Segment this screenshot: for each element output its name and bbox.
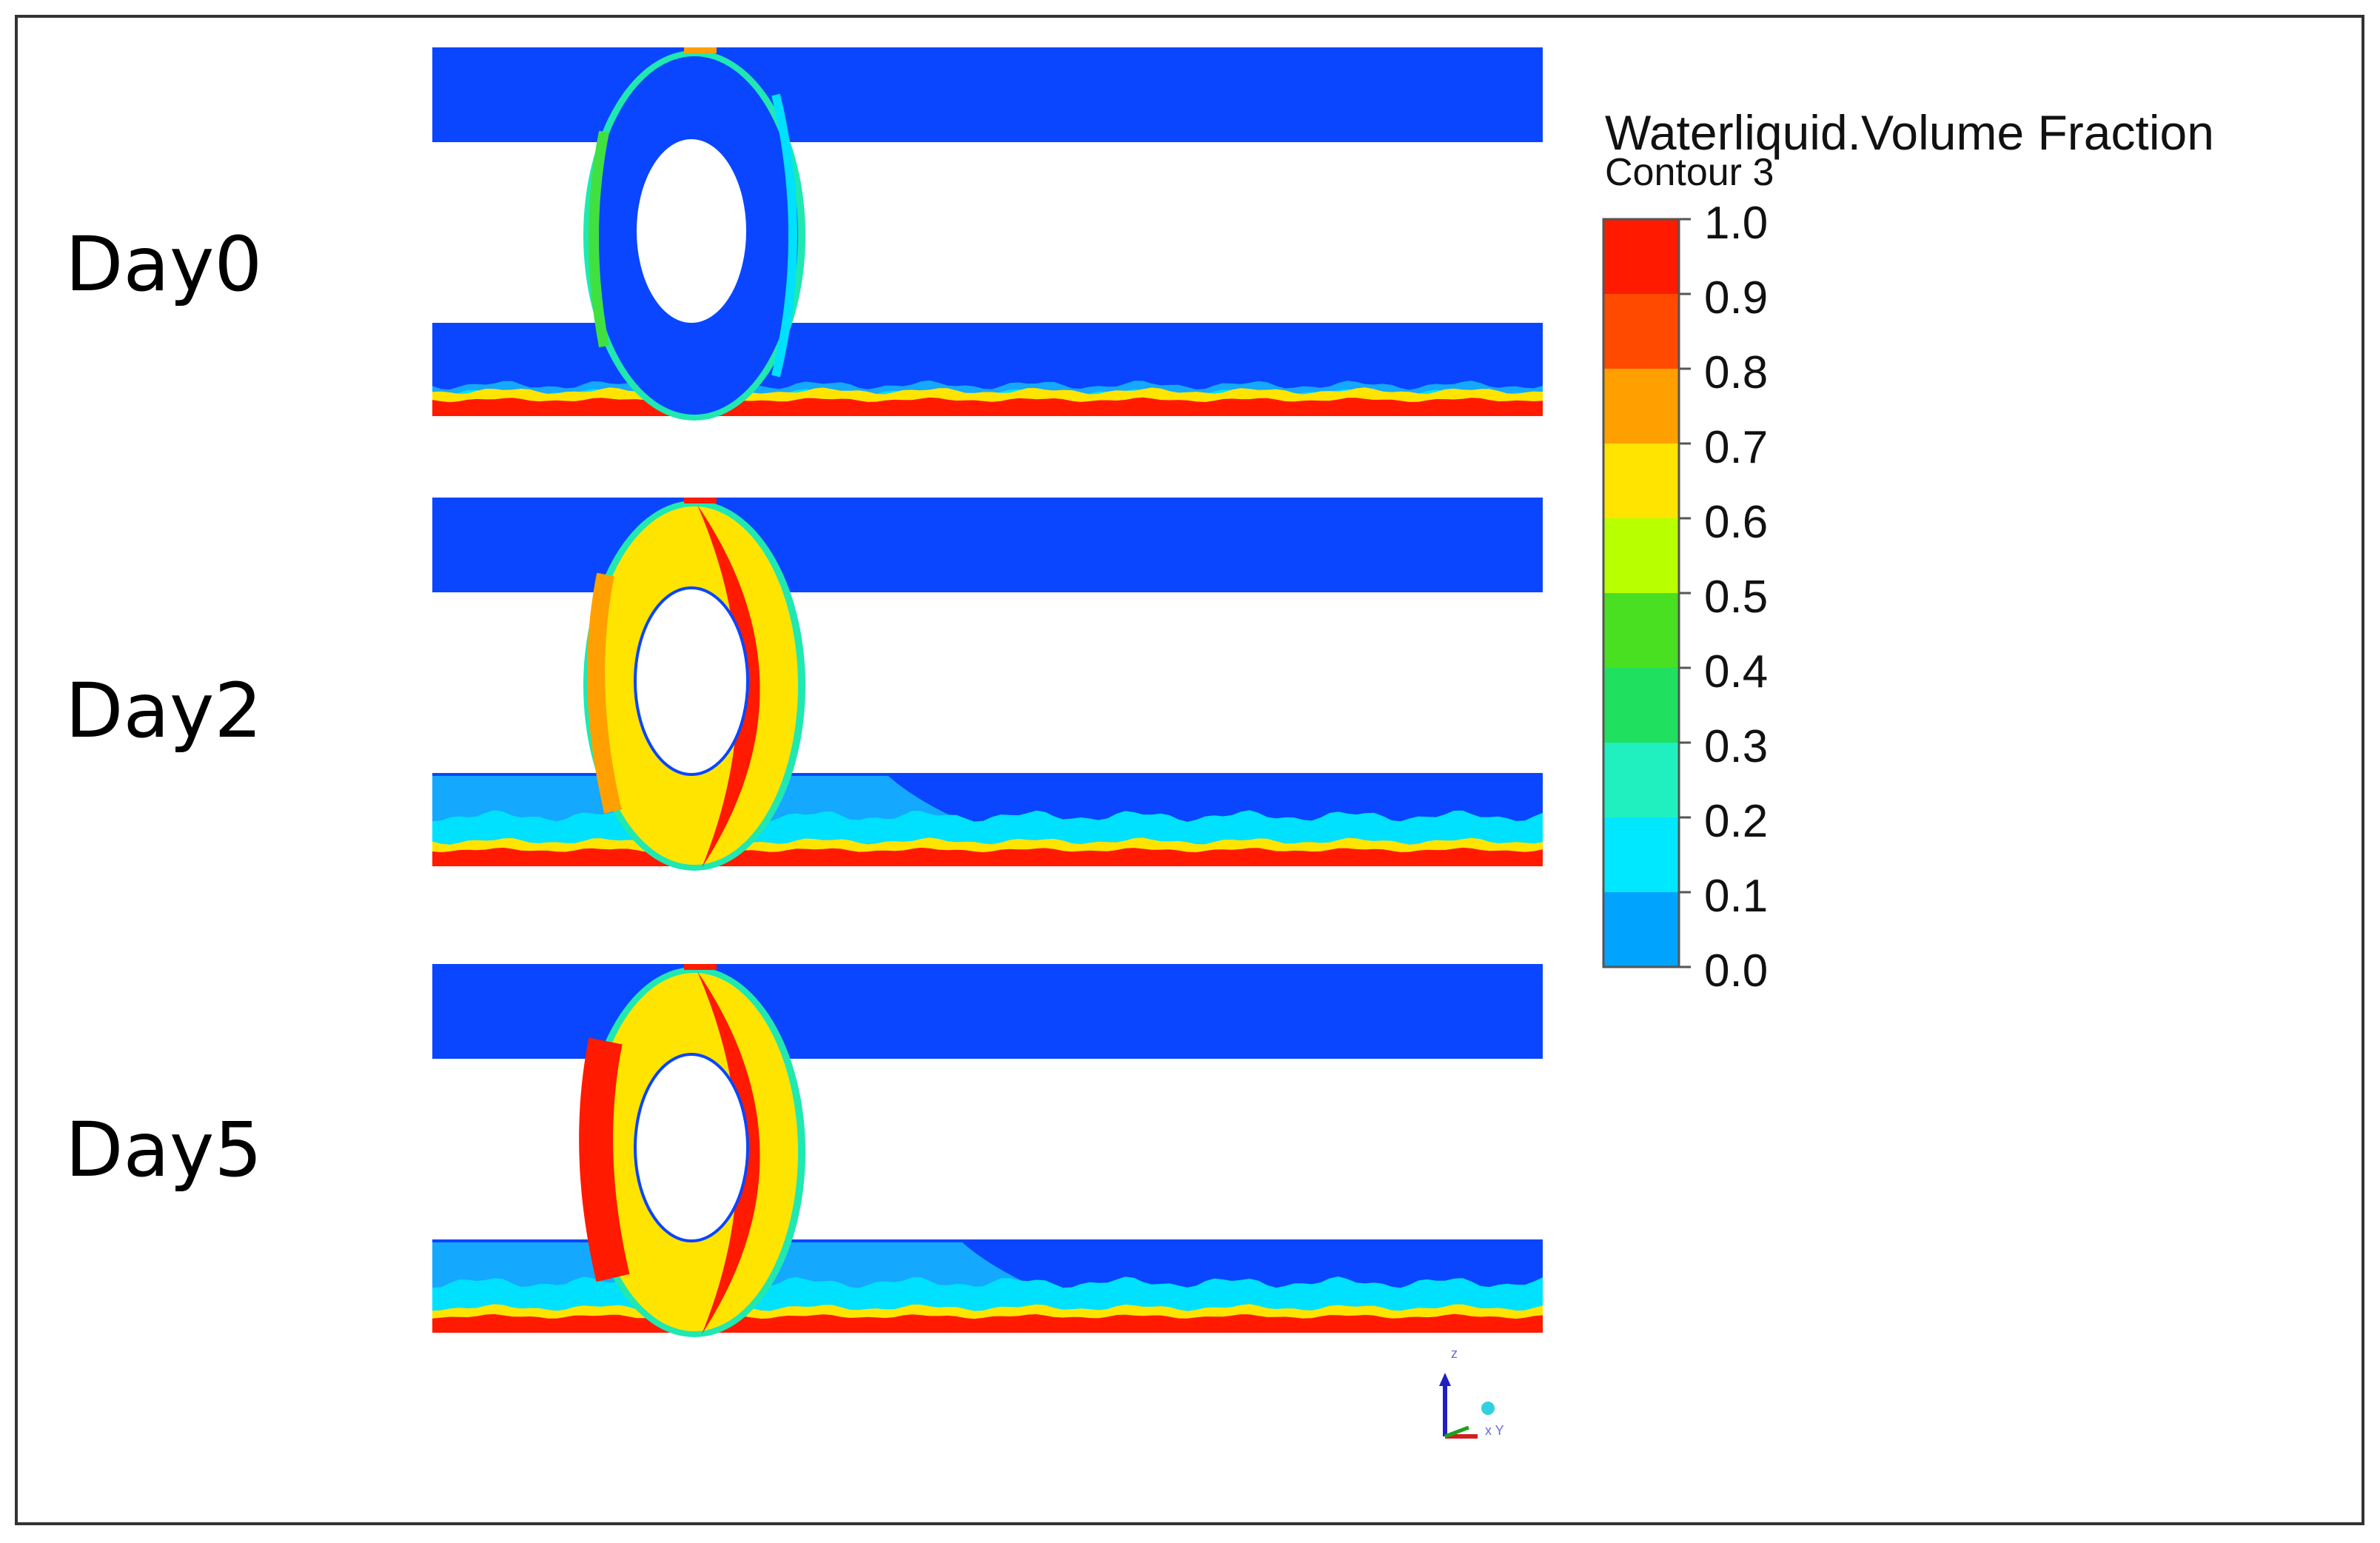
panel-label-day0: Day0 <box>65 221 262 309</box>
legend-color-swatch <box>1603 593 1679 669</box>
legend-tick: 0.2 <box>1704 796 1768 847</box>
legend-color-swatch <box>1603 518 1679 594</box>
contour-panel-day5 <box>432 964 1543 1337</box>
legend-title: Waterliquid.Volume Fraction <box>1605 105 2214 160</box>
triad-z-label: z <box>1451 1346 1458 1361</box>
loop-inner-opening <box>634 586 749 776</box>
panels <box>432 47 1543 1337</box>
legend-color-swatch <box>1603 294 1679 369</box>
legend-color-swatch <box>1603 219 1679 295</box>
panel-label-day2: Day2 <box>65 667 262 755</box>
loop-top-junction <box>684 47 717 53</box>
loop-left-film <box>589 130 609 348</box>
color-legend: Waterliquid.Volume Fraction Contour 3 1.… <box>1602 105 2214 997</box>
loop-right-film <box>771 93 797 378</box>
loop-inner-opening <box>634 136 749 326</box>
loop-right-water-slug <box>697 505 760 868</box>
legend-subtitle: Contour 3 <box>1605 151 1774 194</box>
axes-triad: z x Y <box>1439 1346 1504 1439</box>
legend-tick-labels: 1.0 0.9 0.8 0.7 0.6 0.5 0.4 0.3 0.2 0.1 … <box>1704 198 1768 997</box>
loop-left-water-film <box>579 1037 630 1282</box>
loop-right-water-slug <box>697 971 760 1334</box>
legend-color-bar <box>1602 218 1691 968</box>
triad-xy-label: x Y <box>1485 1423 1504 1438</box>
legend-tick: 0.4 <box>1704 646 1768 697</box>
legend-color-swatch <box>1603 444 1679 519</box>
legend-tick: 0.8 <box>1704 347 1768 398</box>
legend-tick: 0.3 <box>1704 721 1768 772</box>
loop-inner-opening <box>634 1053 749 1242</box>
loop-top-junction <box>684 498 717 503</box>
loop-left-water-film <box>587 572 622 814</box>
legend-tick: 1.0 <box>1704 198 1768 249</box>
top-pipe <box>432 47 1543 142</box>
legend-color-swatch <box>1603 892 1679 968</box>
legend-color-swatch <box>1603 743 1679 818</box>
legend-tick: 0.7 <box>1704 422 1768 473</box>
panel-label-day5: Day5 <box>65 1106 262 1194</box>
triad-z-arrow <box>1439 1373 1451 1386</box>
triad-y-axis <box>1444 1425 1469 1439</box>
contour-panel-day2 <box>432 498 1543 871</box>
legend-tick: 0.0 <box>1704 945 1768 997</box>
legend-color-swatch <box>1603 817 1679 893</box>
loop-top-junction <box>684 964 717 970</box>
legend-tick: 0.6 <box>1704 497 1768 548</box>
legend-color-swatch <box>1603 668 1679 743</box>
triad-origin-sphere <box>1481 1402 1495 1415</box>
legend-color-swatch <box>1603 369 1679 444</box>
legend-tick: 0.1 <box>1704 871 1768 922</box>
legend-tick: 0.5 <box>1704 572 1768 623</box>
legend-tick: 0.9 <box>1704 272 1768 324</box>
contour-panel-day0 <box>432 47 1543 421</box>
